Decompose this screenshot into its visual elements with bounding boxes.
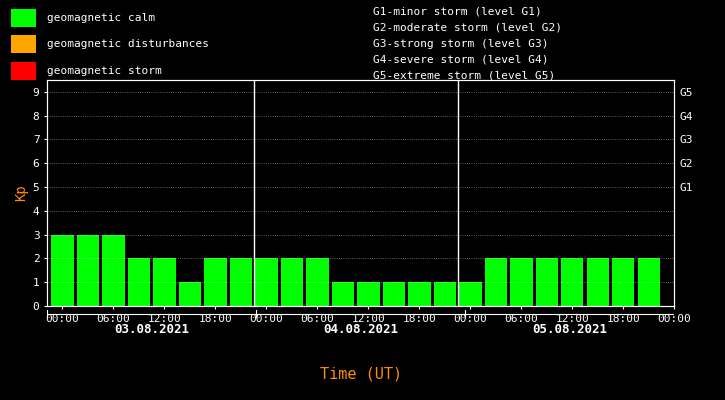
Text: 04.08.2021: 04.08.2021 — [323, 323, 398, 336]
Text: geomagnetic calm: geomagnetic calm — [47, 13, 155, 23]
Text: G1-minor storm (level G1): G1-minor storm (level G1) — [373, 7, 542, 17]
Bar — [510, 258, 532, 306]
Bar — [204, 258, 227, 306]
Text: G4-severe storm (level G4): G4-severe storm (level G4) — [373, 54, 549, 64]
Bar — [637, 258, 660, 306]
Text: G5-extreme storm (level G5): G5-extreme storm (level G5) — [373, 70, 555, 80]
Y-axis label: Kp: Kp — [14, 185, 28, 201]
Bar — [434, 282, 456, 306]
Bar — [281, 258, 303, 306]
Text: G2-moderate storm (level G2): G2-moderate storm (level G2) — [373, 22, 563, 32]
Bar — [153, 258, 175, 306]
Bar — [230, 258, 252, 306]
Bar — [77, 235, 99, 306]
Bar — [357, 282, 380, 306]
Bar — [587, 258, 609, 306]
Bar — [561, 258, 584, 306]
Bar — [536, 258, 558, 306]
Bar — [484, 258, 507, 306]
Bar — [102, 235, 125, 306]
Text: Time (UT): Time (UT) — [320, 366, 402, 382]
Bar — [255, 258, 278, 306]
Text: 03.08.2021: 03.08.2021 — [114, 323, 189, 336]
Bar — [306, 258, 328, 306]
Bar — [612, 258, 634, 306]
Text: G3-strong storm (level G3): G3-strong storm (level G3) — [373, 38, 549, 48]
Text: geomagnetic storm: geomagnetic storm — [47, 66, 162, 76]
Bar — [11, 35, 36, 53]
Bar — [11, 62, 36, 80]
Bar — [383, 282, 405, 306]
Bar — [408, 282, 431, 306]
Bar — [128, 258, 150, 306]
Bar — [11, 8, 36, 27]
Text: geomagnetic disturbances: geomagnetic disturbances — [47, 39, 209, 49]
Bar — [331, 282, 354, 306]
Text: 05.08.2021: 05.08.2021 — [532, 323, 608, 336]
Bar — [459, 282, 481, 306]
Bar — [51, 235, 74, 306]
Bar — [178, 282, 201, 306]
